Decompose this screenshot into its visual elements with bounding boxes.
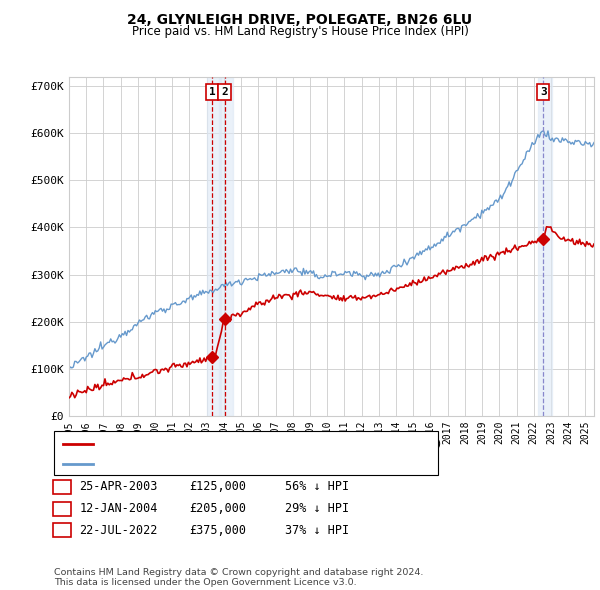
Text: 56% ↓ HPI: 56% ↓ HPI xyxy=(285,480,349,493)
Text: £125,000: £125,000 xyxy=(189,480,246,493)
Text: 29% ↓ HPI: 29% ↓ HPI xyxy=(285,502,349,515)
Text: Contains HM Land Registry data © Crown copyright and database right 2024.
This d: Contains HM Land Registry data © Crown c… xyxy=(54,568,424,587)
Text: 3: 3 xyxy=(540,87,547,97)
Bar xyxy=(207,77,221,416)
Bar xyxy=(538,77,552,416)
Text: £375,000: £375,000 xyxy=(189,524,246,537)
Text: Price paid vs. HM Land Registry's House Price Index (HPI): Price paid vs. HM Land Registry's House … xyxy=(131,25,469,38)
Text: 1: 1 xyxy=(209,87,215,97)
Text: 37% ↓ HPI: 37% ↓ HPI xyxy=(285,524,349,537)
Bar xyxy=(220,77,233,416)
Text: 24, GLYNLEIGH DRIVE, POLEGATE, BN26 6LU (detached house): 24, GLYNLEIGH DRIVE, POLEGATE, BN26 6LU … xyxy=(99,438,441,448)
Text: 3: 3 xyxy=(59,526,66,535)
Text: HPI: Average price, detached house, Wealden: HPI: Average price, detached house, Weal… xyxy=(99,459,349,469)
Text: 22-JUL-2022: 22-JUL-2022 xyxy=(79,524,158,537)
Text: 12-JAN-2004: 12-JAN-2004 xyxy=(79,502,158,515)
Text: 2: 2 xyxy=(221,87,228,97)
Text: 25-APR-2003: 25-APR-2003 xyxy=(79,480,158,493)
Text: 2: 2 xyxy=(59,504,66,513)
Text: £205,000: £205,000 xyxy=(189,502,246,515)
Text: 1: 1 xyxy=(59,482,66,491)
Text: 24, GLYNLEIGH DRIVE, POLEGATE, BN26 6LU: 24, GLYNLEIGH DRIVE, POLEGATE, BN26 6LU xyxy=(127,13,473,27)
